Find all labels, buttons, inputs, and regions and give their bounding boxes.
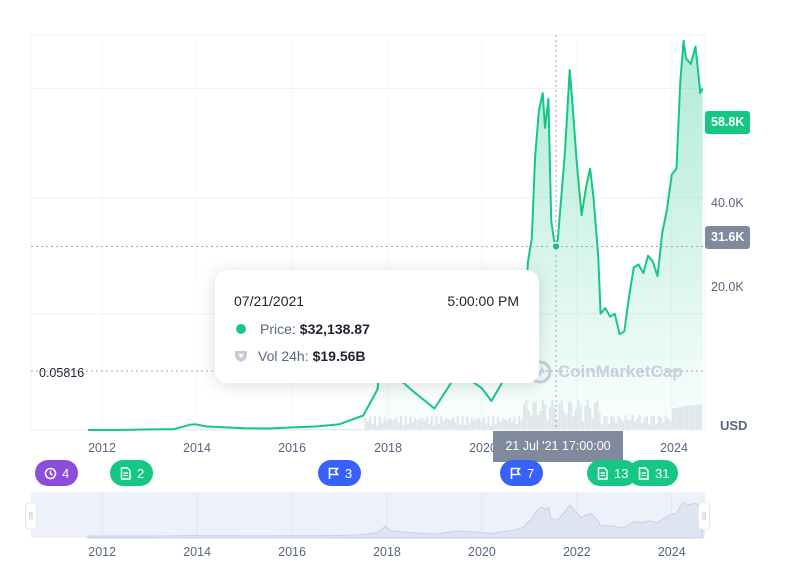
shield-icon [235,351,247,362]
hover-point [551,241,561,252]
event-count: 3 [345,465,353,481]
tooltip-time: 5:00:00 PM [447,293,519,309]
watermark: CoinMarketCap [528,360,683,384]
x-tick: 2018 [374,441,402,455]
flag-icon [328,467,339,479]
price-line [87,39,704,431]
x-tick: 2012 [88,441,116,455]
event-count: 13 [614,465,629,481]
tooltip-date: 07/21/2021 [234,293,305,309]
document-icon [638,466,649,480]
event-count: 4 [62,465,70,481]
price-dot-icon [236,324,246,334]
price-tooltip: 07/21/2021 5:00:00 PM Price: $32,138.87 … [215,270,539,383]
tooltip-price-label: Price: [260,321,296,337]
event-count: 2 [137,465,145,481]
x-tick: 2014 [183,441,211,455]
event-history-badge[interactable]: 4 [35,460,79,486]
hover-price-badge: 31.6K [705,226,751,249]
event-document-badge[interactable]: 2 [110,460,154,486]
x-tick: 2016 [278,441,306,455]
event-count: 31 [655,465,670,481]
event-flag-badge[interactable]: 3 [318,460,362,486]
y-tick-20k: 20.0K [711,280,744,294]
event-document-badge[interactable]: 31 [628,460,679,486]
hover-x-label: 21 Jul '21 17:00:00 [493,431,623,462]
navigator-left-handle[interactable]: || [25,502,37,530]
flag-icon [510,467,521,479]
y-tick-40k: 40.0K [711,196,744,210]
navigator-right-handle[interactable]: || [698,502,710,530]
document-icon [120,466,131,480]
x-tick: 2020 [469,441,497,455]
event-flag-badge[interactable]: 7 [500,460,544,486]
start-value-label: 0.05816 [39,366,85,380]
handle-icon: || [28,511,34,520]
tooltip-vol-label: Vol 24h: [258,348,309,364]
handle-icon: || [701,511,707,520]
watermark-text: CoinMarketCap [558,362,683,381]
tooltip-vol-value: $19.56B [312,348,366,364]
tooltip-vol-row: Vol 24h: $19.56B [234,348,366,364]
event-count: 7 [527,465,535,481]
document-icon [597,466,608,480]
tooltip-price-row: Price: $32,138.87 [234,321,370,337]
tooltip-price-value: $32,138.87 [299,321,370,337]
current-price-badge: 58.8K [705,111,751,134]
history-icon [44,467,57,479]
currency-label: USD [720,418,748,433]
x-tick: 2024 [660,441,688,455]
